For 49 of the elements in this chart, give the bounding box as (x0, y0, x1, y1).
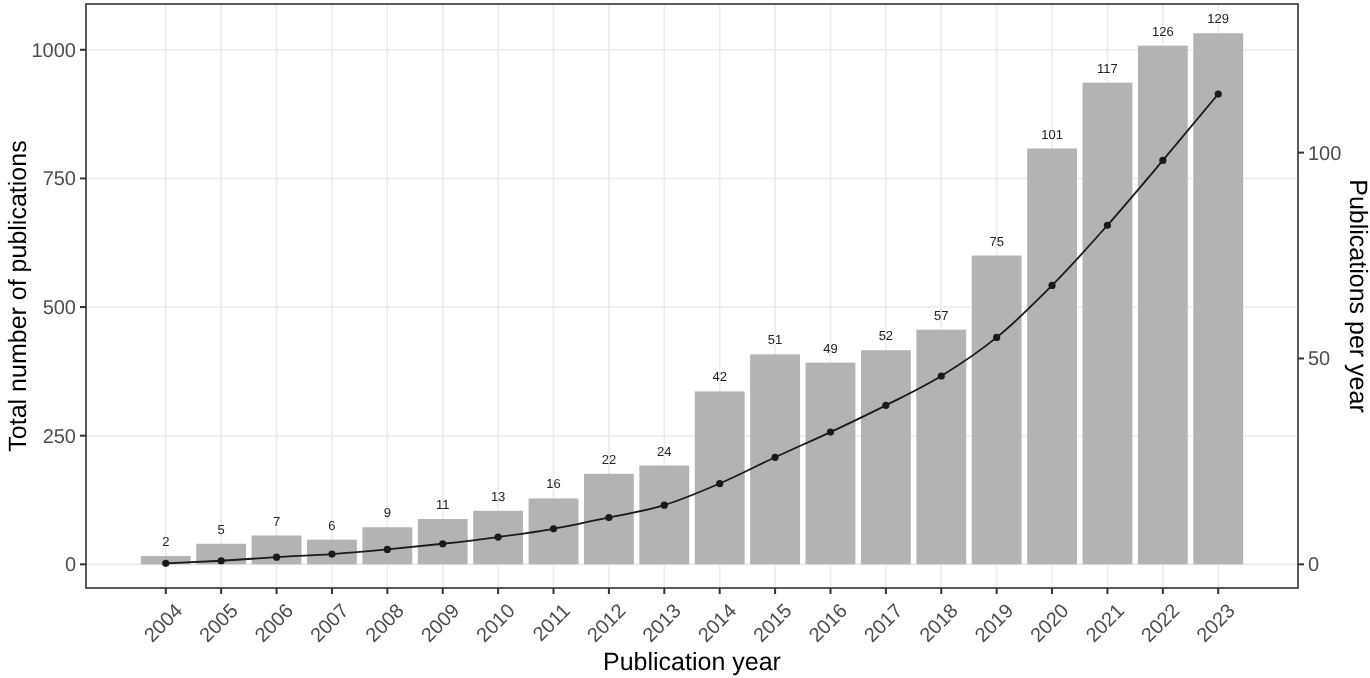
bar (362, 527, 413, 565)
point (328, 550, 336, 558)
point (882, 401, 890, 409)
point (217, 557, 225, 565)
bar (417, 519, 468, 565)
y2-tick-label: 100 (1308, 143, 1343, 166)
y-tick-label: 0 (64, 555, 77, 578)
bar (251, 535, 302, 565)
point (272, 553, 281, 561)
point (605, 513, 613, 522)
bar (307, 539, 357, 565)
bar (860, 350, 911, 565)
bar (971, 255, 1022, 565)
point (826, 428, 835, 436)
point (716, 479, 724, 488)
point (439, 540, 447, 548)
bar (916, 329, 967, 565)
bar (805, 362, 856, 565)
bar (750, 354, 801, 565)
bar (528, 498, 579, 565)
y-tick-label: 500 (42, 298, 77, 321)
bar (1193, 33, 1244, 565)
bar (583, 473, 634, 565)
bar (473, 510, 524, 565)
y2-tick-label: 0 (1308, 555, 1320, 578)
x-axis-title: Publication year (603, 648, 781, 676)
y-tick-label: 1000 (31, 40, 77, 63)
point (1103, 221, 1112, 229)
point (494, 533, 502, 541)
bar (639, 465, 690, 565)
y-axis-title: Total number of publications (4, 140, 32, 452)
bar (694, 391, 745, 565)
point (1048, 281, 1056, 290)
point (549, 525, 558, 533)
y2-axis-title: Publications per year (1344, 179, 1370, 413)
bar (1027, 148, 1077, 565)
y-tick-label: 750 (42, 169, 77, 192)
point (162, 559, 170, 567)
y-tick-label: 250 (42, 426, 77, 449)
point (1159, 156, 1167, 165)
point (1214, 90, 1222, 98)
point (771, 453, 779, 461)
point (660, 501, 668, 509)
point (383, 545, 391, 554)
bar (1082, 82, 1133, 565)
point (937, 372, 945, 380)
bar (1137, 45, 1188, 565)
y2-tick-label: 50 (1308, 349, 1332, 372)
point (993, 333, 1001, 342)
